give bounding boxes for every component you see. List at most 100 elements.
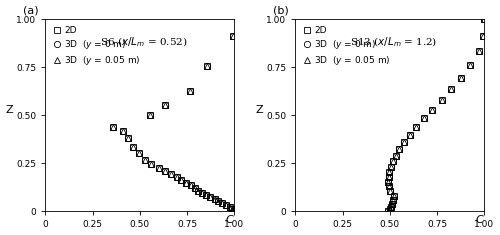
3D  ($y$ = 0.05 m) — [148, 114, 154, 117]
2D — [156, 167, 162, 170]
2D — [207, 196, 213, 198]
3D  ($y$ = 0.05 m) — [386, 185, 392, 188]
3D  ($y$ = 0 m) — [448, 88, 454, 91]
3D  ($y$ = 0.05 m) — [389, 202, 395, 205]
3D  ($y$ = 0.05 m) — [130, 146, 136, 149]
3D  ($y$ = 0 m) — [467, 64, 473, 67]
Text: (b): (b) — [273, 5, 288, 15]
3D  ($y$ = 0 m) — [385, 180, 391, 183]
3D  ($y$ = 0 m) — [216, 200, 222, 202]
2D — [385, 210, 391, 212]
3D  ($y$ = 0 m) — [386, 171, 392, 173]
2D — [223, 203, 229, 206]
2D — [130, 146, 136, 149]
2D — [392, 154, 398, 157]
3D  ($y$ = 0.05 m) — [407, 133, 413, 136]
2D — [386, 185, 392, 188]
3D  ($y$ = 0 m) — [207, 196, 213, 198]
3D  ($y$ = 0.05 m) — [162, 170, 168, 172]
3D  ($y$ = 0.05 m) — [414, 125, 420, 128]
3D  ($y$ = 0.05 m) — [388, 166, 394, 168]
3D  ($y$ = 0.05 m) — [386, 171, 392, 173]
2D — [216, 200, 222, 202]
2D — [396, 148, 402, 150]
3D  ($y$ = 0 m) — [130, 146, 136, 149]
3D  ($y$ = 0.05 m) — [476, 50, 482, 52]
2D — [480, 34, 486, 37]
2D — [120, 129, 126, 132]
3D  ($y$ = 0.05 m) — [467, 64, 473, 67]
3D  ($y$ = 0.05 m) — [203, 194, 209, 196]
3D  ($y$ = 0.05 m) — [386, 175, 392, 178]
3D  ($y$ = 0.05 m) — [401, 141, 407, 144]
3D  ($y$ = 0 m) — [226, 206, 232, 209]
2D — [168, 172, 174, 175]
3D  ($y$ = 0 m) — [162, 170, 168, 172]
2D — [414, 125, 420, 128]
2D — [200, 192, 205, 195]
3D  ($y$ = 0 m) — [386, 175, 392, 178]
2D — [174, 175, 180, 178]
2D — [386, 175, 392, 178]
3D  ($y$ = 0.05 m) — [480, 34, 486, 37]
3D  ($y$ = 0 m) — [223, 203, 229, 206]
3D  ($y$ = 0 m) — [230, 35, 236, 38]
3D  ($y$ = 0 m) — [174, 175, 180, 178]
3D  ($y$ = 0 m) — [385, 210, 391, 212]
2D — [192, 187, 198, 190]
2D — [448, 88, 454, 91]
3D  ($y$ = 0 m) — [388, 166, 394, 168]
Y-axis label: Z: Z — [256, 105, 263, 115]
2D — [226, 206, 232, 209]
3D  ($y$ = 0.05 m) — [396, 148, 402, 150]
Text: S13 ($x/L_m$ = 1.2): S13 ($x/L_m$ = 1.2) — [350, 35, 438, 49]
3D  ($y$ = 0.05 m) — [192, 187, 198, 190]
3D  ($y$ = 0 m) — [476, 50, 482, 52]
Line: 3D  ($y$ = 0.05 m): 3D ($y$ = 0.05 m) — [385, 16, 488, 214]
2D — [390, 199, 396, 201]
2D — [219, 201, 225, 204]
3D  ($y$ = 0.05 m) — [439, 98, 445, 101]
2D — [183, 181, 189, 184]
Text: (a): (a) — [23, 5, 38, 15]
2D — [421, 117, 427, 120]
2D — [162, 103, 168, 106]
3D  ($y$ = 0.05 m) — [223, 203, 229, 206]
2D — [390, 160, 396, 163]
2D — [178, 178, 184, 181]
3D  ($y$ = 0.05 m) — [387, 208, 393, 211]
2D — [458, 76, 464, 79]
2D — [187, 90, 193, 93]
Legend: 2D, 3D  ($y$ = 0 m), 3D  ($y$ = 0.05 m): 2D, 3D ($y$ = 0 m), 3D ($y$ = 0.05 m) — [300, 24, 394, 70]
2D — [136, 151, 142, 154]
3D  ($y$ = 0 m) — [414, 125, 420, 128]
3D  ($y$ = 0 m) — [230, 208, 235, 211]
3D  ($y$ = 0.05 m) — [385, 180, 391, 183]
Line: 3D  ($y$ = 0 m): 3D ($y$ = 0 m) — [385, 16, 488, 214]
3D  ($y$ = 0.05 m) — [156, 167, 162, 170]
3D  ($y$ = 0.05 m) — [216, 200, 222, 202]
3D  ($y$ = 0.05 m) — [142, 158, 148, 161]
3D  ($y$ = 0.05 m) — [232, 210, 237, 212]
3D  ($y$ = 0.05 m) — [392, 154, 398, 157]
3D  ($y$ = 0 m) — [390, 195, 396, 197]
3D  ($y$ = 0 m) — [386, 185, 392, 188]
2D — [188, 184, 194, 187]
3D  ($y$ = 0 m) — [396, 148, 402, 150]
3D  ($y$ = 0.05 m) — [230, 35, 236, 38]
2D — [482, 18, 488, 21]
3D  ($y$ = 0.05 m) — [430, 108, 436, 111]
3D  ($y$ = 0.05 m) — [390, 160, 396, 163]
3D  ($y$ = 0 m) — [204, 65, 210, 68]
Text: S6 ($x/L_m$ = 0.52): S6 ($x/L_m$ = 0.52) — [100, 35, 188, 49]
3D  ($y$ = 0.05 m) — [458, 76, 464, 79]
3D  ($y$ = 0 m) — [219, 201, 225, 204]
Legend: 2D, 3D  ($y$ = 0 m), 3D  ($y$ = 0.05 m): 2D, 3D ($y$ = 0 m), 3D ($y$ = 0.05 m) — [50, 24, 144, 70]
3D  ($y$ = 0 m) — [430, 108, 436, 111]
3D  ($y$ = 0 m) — [200, 192, 205, 195]
2D — [387, 190, 393, 193]
3D  ($y$ = 0.05 m) — [388, 205, 394, 208]
3D  ($y$ = 0.05 m) — [204, 65, 210, 68]
2D — [388, 166, 394, 168]
3D  ($y$ = 0 m) — [482, 18, 488, 21]
